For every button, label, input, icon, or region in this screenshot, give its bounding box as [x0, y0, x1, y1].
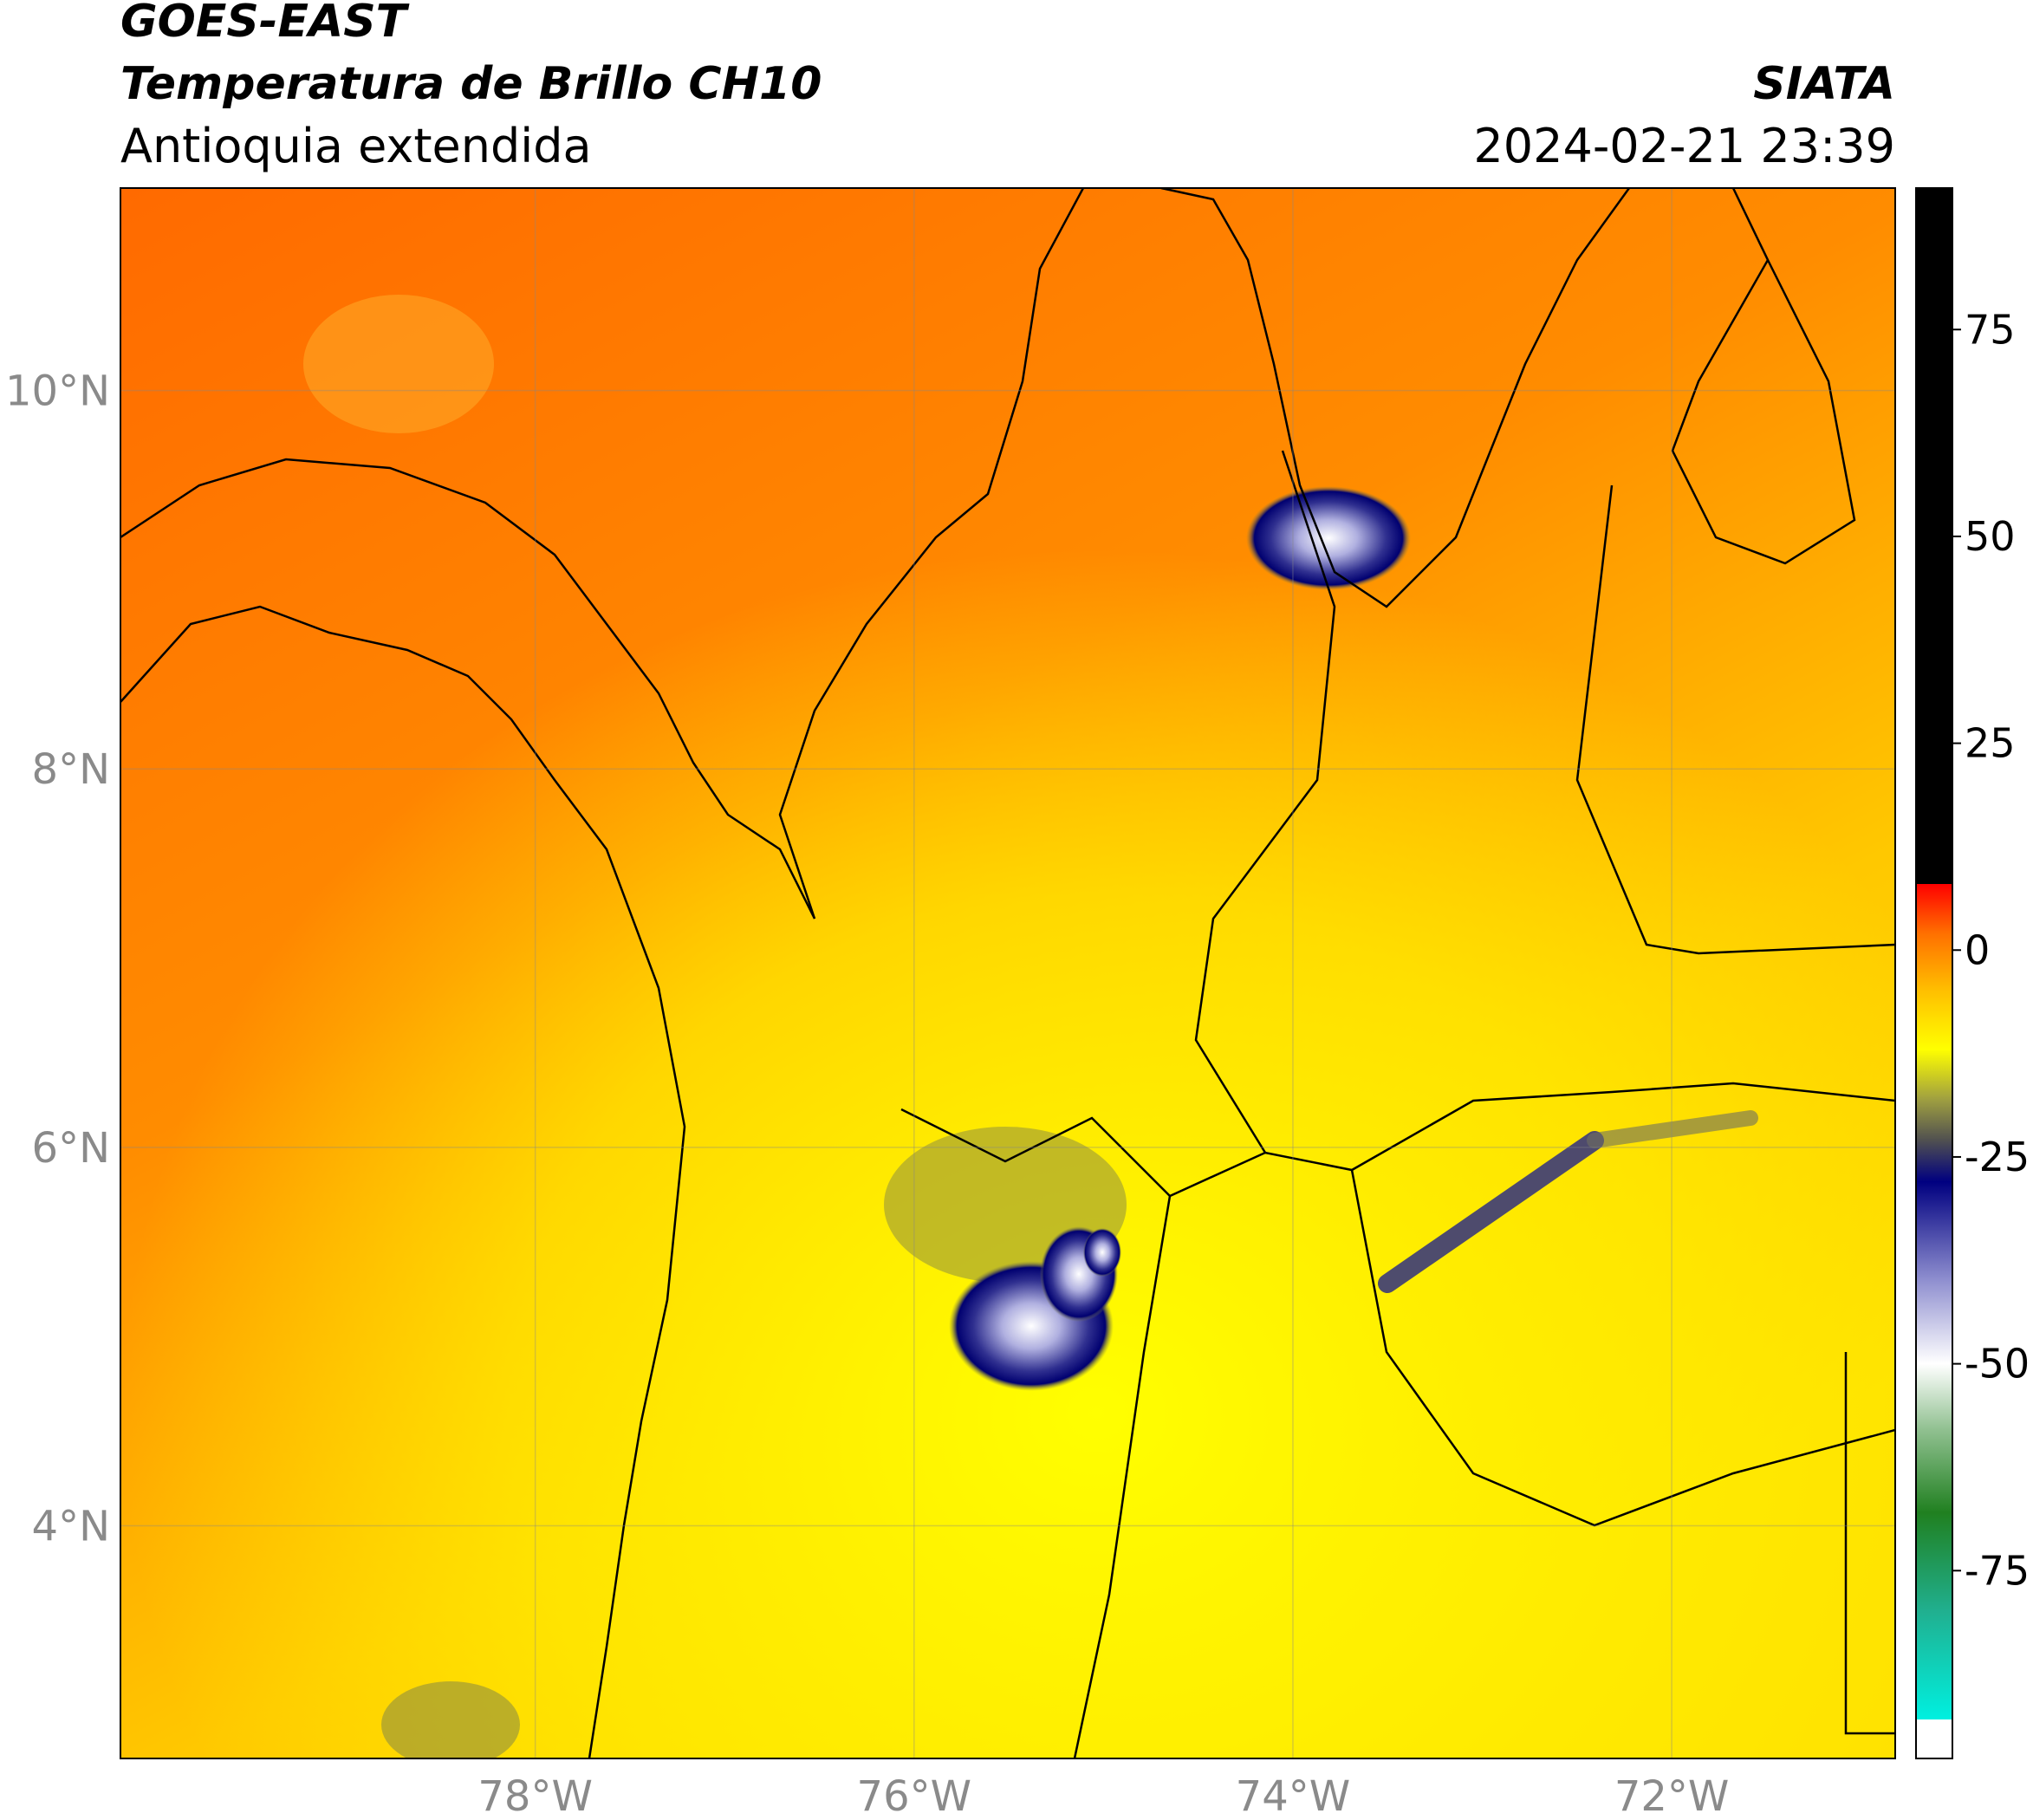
coastline — [120, 605, 686, 1758]
cloud-patch — [381, 1681, 520, 1758]
border — [1844, 1352, 1895, 1735]
colorbar-fill — [1916, 188, 1952, 1758]
tick-labels: 10°N 8°N 6°N 4°N 78°W 76°W 74°W 72°W 75 50 25 0 -25 -… — [5, 306, 2030, 1820]
timestamp: 2024-02-21 23:39 — [1473, 119, 1895, 173]
satellite-title: GOES-EAST — [120, 0, 410, 48]
border — [1073, 1195, 1172, 1758]
border — [1194, 450, 1336, 1154]
graticule — [120, 188, 1895, 1758]
colorbar-tick-label: 25 — [1965, 720, 2016, 767]
lat-tick-label: 8°N — [32, 745, 110, 794]
product-title: Temperatura de Brillo CH10 — [120, 58, 822, 110]
border — [1350, 1169, 1895, 1527]
lon-tick-label: 72°W — [1614, 1772, 1730, 1820]
map-field — [120, 188, 1895, 1758]
coastline — [1160, 188, 1631, 608]
border — [1575, 484, 1895, 955]
colorbar-tick-label: 75 — [1965, 306, 2016, 353]
colorbar-tick-label: -25 — [1965, 1134, 2030, 1180]
border — [900, 1082, 1895, 1198]
colorbar-frame — [1915, 187, 1953, 1759]
region-subtitle: Antioquia extendida — [120, 119, 592, 173]
temperature-field-warm — [120, 188, 1895, 1758]
colorbar-tick-label: 0 — [1965, 926, 1990, 973]
lon-tick-label: 78°W — [477, 1772, 593, 1820]
lon-tick-label: 74°W — [1236, 1772, 1351, 1820]
cloud-patch — [303, 295, 494, 433]
colorbar-tick-label: -50 — [1965, 1341, 2030, 1388]
source-label: SIATA — [1753, 58, 1895, 110]
boundaries — [120, 188, 1895, 1758]
coastline — [120, 458, 816, 920]
lat-tick-label: 6°N — [32, 1124, 110, 1173]
coastline — [1671, 188, 1856, 565]
cloud-band — [1587, 1110, 1758, 1148]
storm-cell — [1083, 1228, 1121, 1277]
storm-cell — [1246, 486, 1411, 590]
cloud-band — [1378, 1131, 1604, 1293]
lat-tick-label: 4°N — [32, 1502, 110, 1550]
map-frame — [120, 187, 1896, 1759]
colorbar-tick-label: -75 — [1965, 1547, 2030, 1594]
lon-tick-label: 76°W — [857, 1772, 972, 1820]
colorbar-tick-label: 50 — [1965, 513, 2016, 560]
coastline — [778, 188, 1085, 920]
colorbar — [1916, 188, 1952, 1758]
lat-tick-label: 10°N — [5, 367, 110, 416]
